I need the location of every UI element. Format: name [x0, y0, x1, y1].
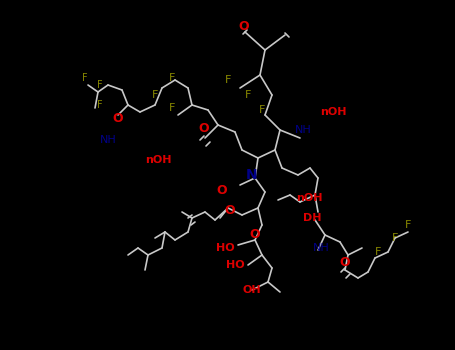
Text: OH: OH [243, 285, 261, 295]
Text: O: O [250, 229, 260, 241]
Text: O: O [113, 112, 123, 125]
Text: HO: HO [217, 243, 235, 253]
Text: F: F [82, 73, 88, 83]
Text: O: O [199, 121, 209, 134]
Text: F: F [392, 233, 398, 243]
Text: F: F [245, 90, 251, 100]
Text: F: F [169, 73, 175, 83]
Text: F: F [225, 75, 231, 85]
Text: O: O [225, 203, 235, 217]
Text: F: F [152, 90, 158, 100]
Text: F: F [97, 100, 103, 110]
Text: O: O [239, 20, 249, 33]
Text: O: O [217, 183, 228, 196]
Text: nOH: nOH [320, 107, 347, 117]
Text: DH: DH [303, 213, 321, 223]
Text: NH: NH [313, 243, 330, 253]
Text: nOH: nOH [145, 155, 172, 165]
Text: N: N [246, 168, 258, 182]
Text: F: F [259, 105, 265, 115]
Text: nOH: nOH [296, 193, 323, 203]
Text: F: F [375, 247, 381, 257]
Text: O: O [340, 256, 350, 268]
Text: NH: NH [295, 125, 312, 135]
Text: F: F [97, 80, 103, 90]
Text: NH: NH [100, 135, 116, 145]
Text: F: F [405, 220, 411, 230]
Text: HO: HO [227, 260, 245, 270]
Text: F: F [169, 103, 175, 113]
